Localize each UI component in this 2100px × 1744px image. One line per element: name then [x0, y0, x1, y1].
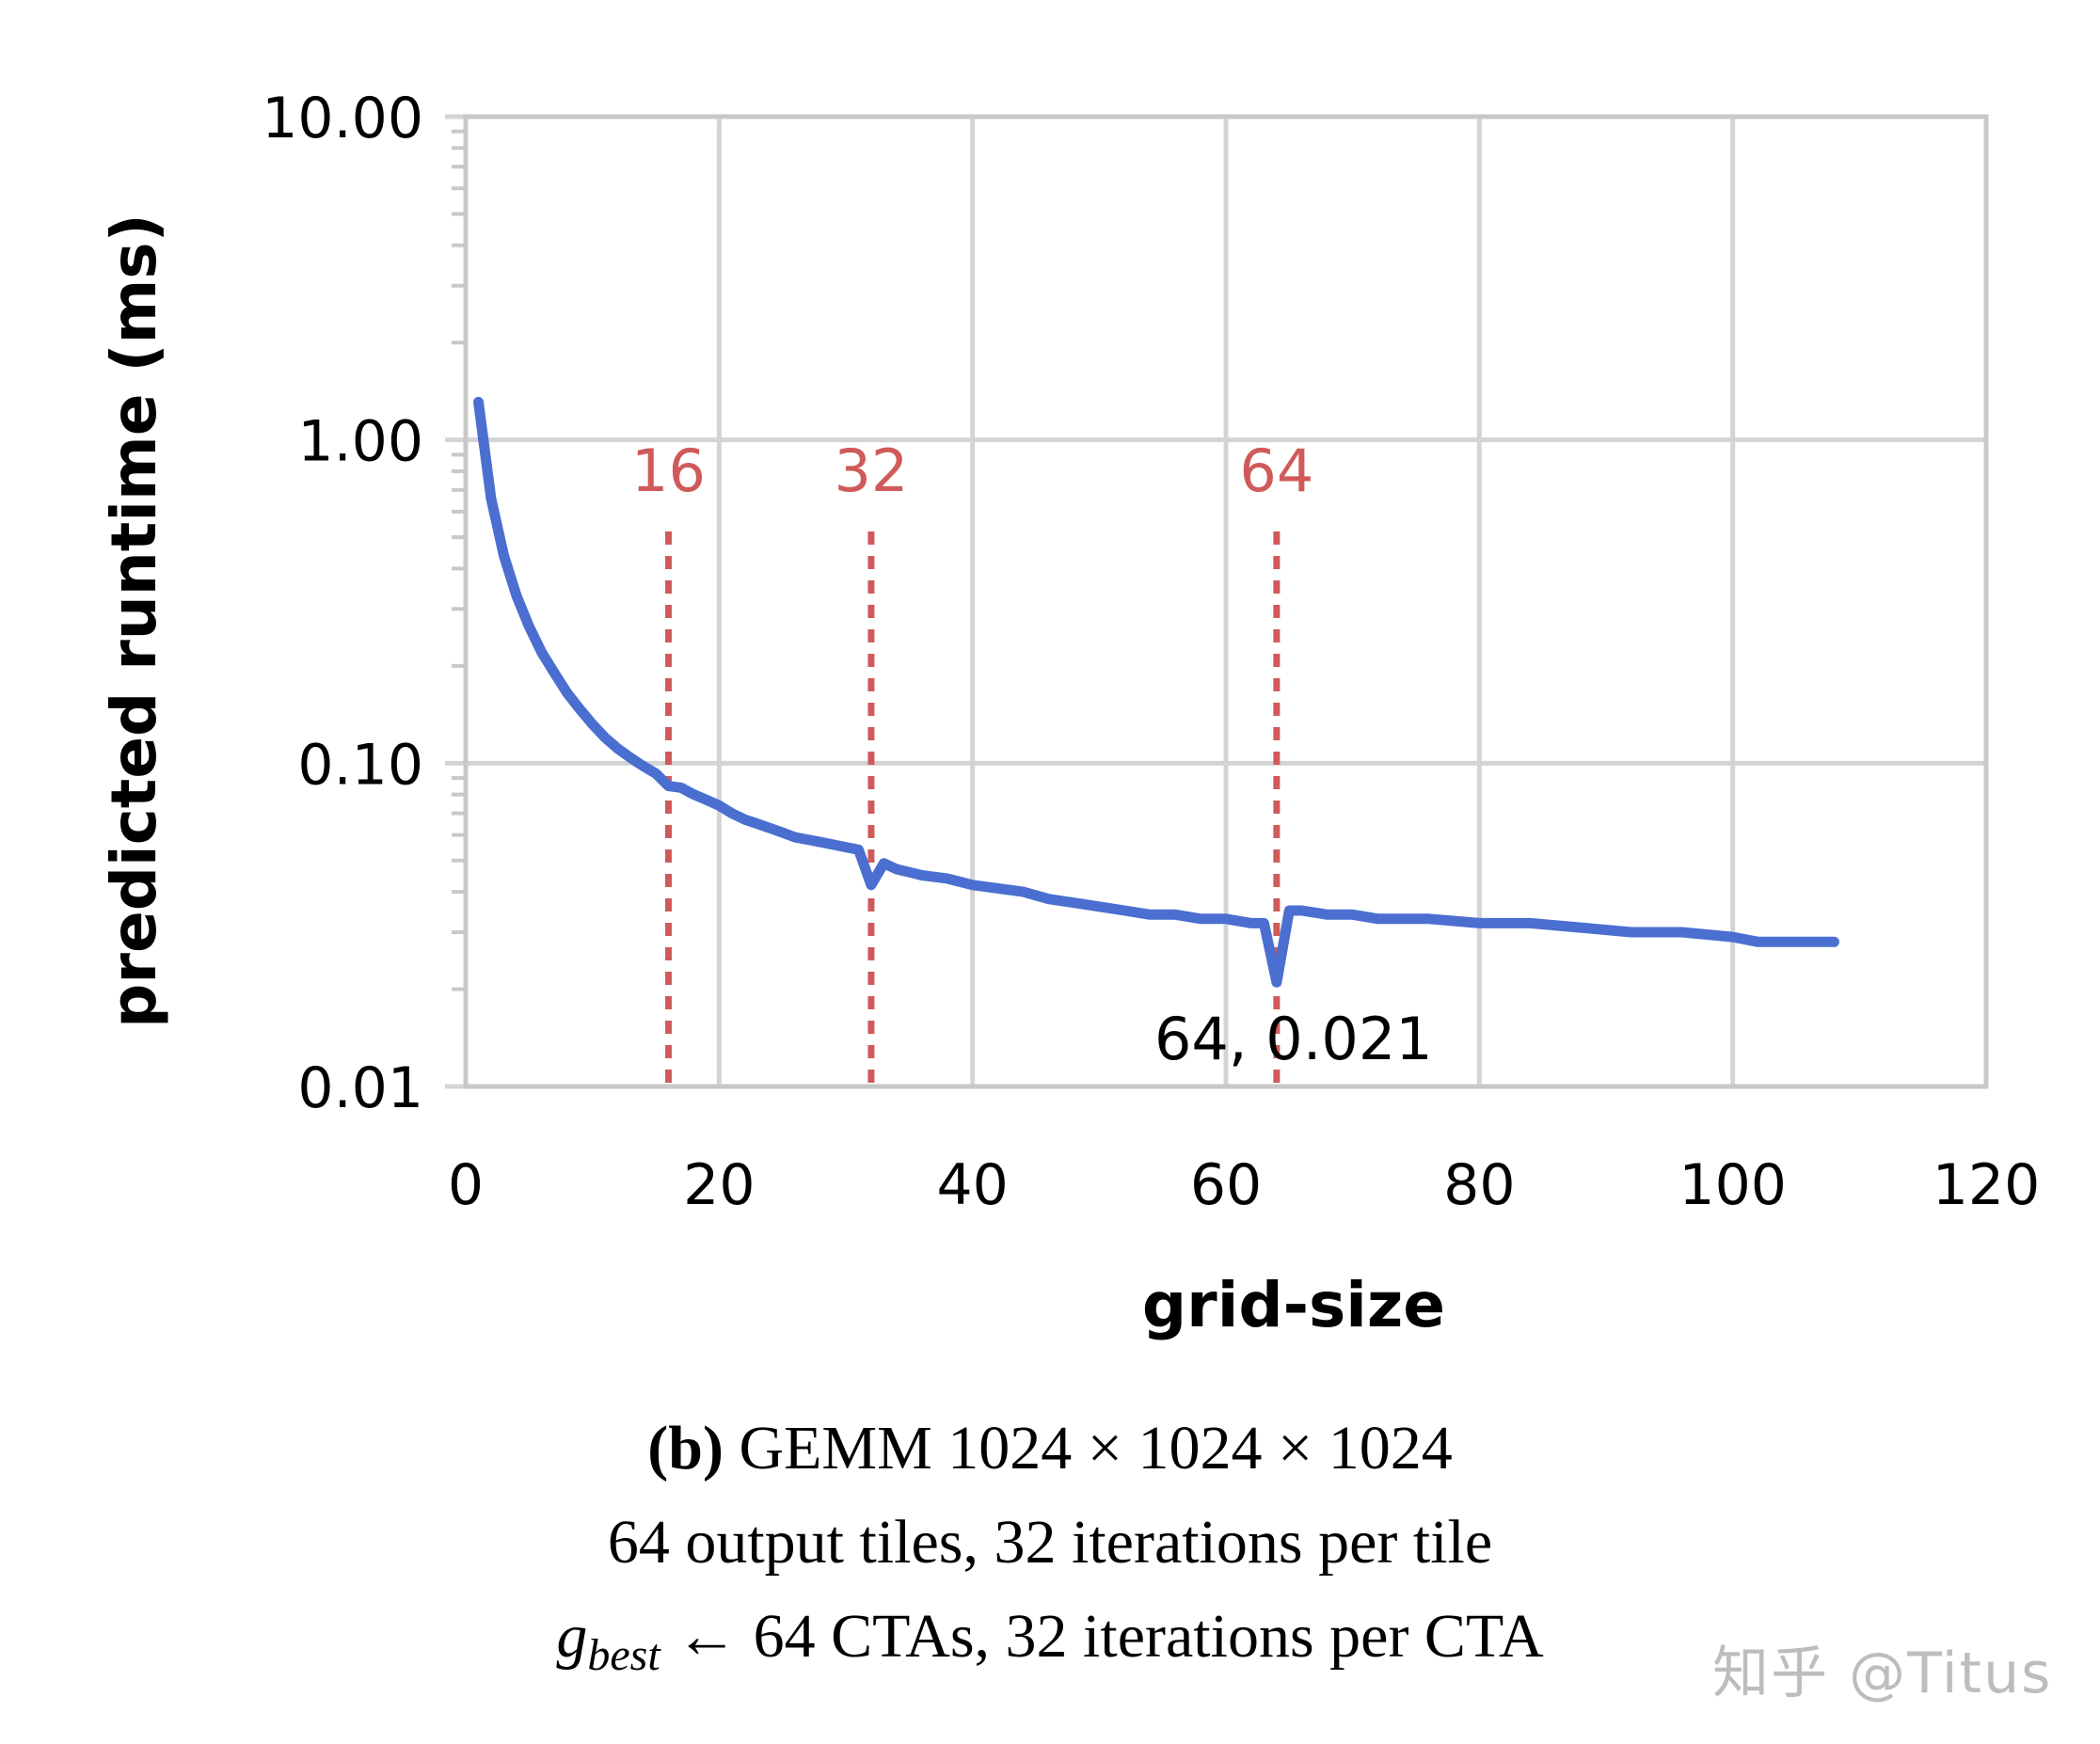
reference-label-16: 16	[631, 436, 706, 505]
caption-line-2: 64 output tiles, 32 iterations per tile	[607, 1508, 1493, 1577]
x-tick-label: 40	[936, 1152, 1008, 1218]
caption-line-3-text: ← 64 CTAs, 32 iterations per CTA	[660, 1602, 1544, 1671]
y-axis-title: predicted runtime (ms)	[98, 214, 170, 1028]
caption-line-1: (b) GEMM 1024 × 1024 × 1024	[0, 1402, 2100, 1496]
watermark: 知乎 @Titus	[1712, 1641, 2053, 1706]
caption-label: (b)	[647, 1414, 724, 1482]
reference-lines: 16 32 64	[631, 436, 1313, 1086]
x-tick-label: 80	[1443, 1152, 1515, 1218]
y-tick-label: 10.00	[262, 86, 423, 151]
caption-title: GEMM 1024 × 1024 × 1024	[739, 1414, 1453, 1482]
min-point-label: 64, 0.021	[1154, 1005, 1433, 1073]
reference-label-32: 32	[834, 436, 908, 505]
plot-border	[463, 114, 1989, 1089]
runtime-series-line	[473, 396, 1839, 988]
y-tick-label: 0.10	[297, 732, 423, 798]
chart: 16 32 64 0 20 40 60 80 100 120 0.01 0.10 1.00 10.00…	[98, 86, 2040, 1341]
x-tick-label: 120	[1933, 1152, 2041, 1218]
reference-label-64: 64	[1239, 436, 1313, 505]
g-subscript: best	[587, 1630, 660, 1680]
x-tick-label: 0	[448, 1152, 484, 1218]
y-tick-label: 1.00	[297, 409, 423, 475]
x-axis-ticks: 0 20 40 60 80 100 120	[448, 1152, 2040, 1218]
g-symbol: g	[556, 1602, 588, 1671]
annotations: 64, 0.021	[1154, 1005, 1433, 1073]
figure-caption: (b) GEMM 1024 × 1024 × 1024 64 output ti…	[0, 1402, 2100, 1684]
x-tick-label: 60	[1190, 1152, 1262, 1218]
caption-line-3: gbest ← 64 CTAs, 32 iterations per CTA	[0, 1590, 2100, 1684]
y-tick-label: 0.01	[297, 1055, 423, 1121]
x-tick-label: 100	[1678, 1152, 1787, 1218]
y-axis-ticks: 0.01 0.10 1.00 10.00	[262, 86, 423, 1121]
x-tick-label: 20	[683, 1152, 755, 1218]
x-axis-title: grid-size	[1142, 1269, 1445, 1341]
